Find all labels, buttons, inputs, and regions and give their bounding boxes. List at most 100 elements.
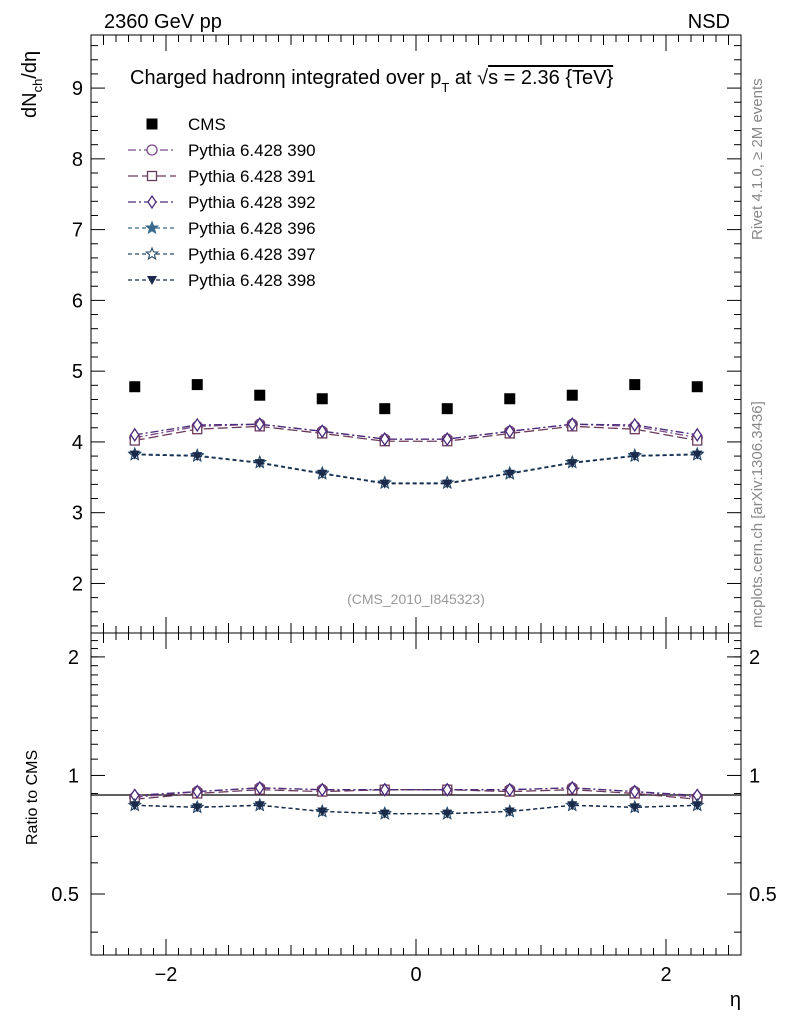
legend-label: Pythia 6.428 390	[188, 141, 316, 160]
ratio-data-point	[379, 809, 390, 819]
ratio-series-line	[134, 787, 698, 797]
legend-label: Pythia 6.428 391	[188, 167, 316, 186]
y-tick-label: 3	[72, 503, 83, 525]
main-data-point	[442, 431, 453, 447]
main-series-line	[134, 454, 698, 485]
ratio-data-point	[442, 809, 453, 819]
main-data-point	[129, 427, 140, 443]
main-series-line	[134, 423, 698, 440]
main-data-point	[192, 452, 203, 462]
ratio-data-point	[254, 801, 265, 811]
main-data-point	[629, 452, 640, 462]
legend-marker	[146, 144, 158, 156]
legend-marker	[146, 170, 158, 182]
mcplots-label: mcplots.cern.ch [arXiv:1306.3436]	[749, 401, 766, 628]
legend-marker	[147, 276, 157, 285]
ratio-data-point	[504, 807, 515, 817]
ratio-tick-label-left: 0.5	[51, 884, 79, 906]
y-tick-label: 5	[72, 361, 83, 383]
ratio-tick-label-right: 0.5	[749, 884, 777, 906]
main-data-point	[379, 431, 390, 447]
ratio-data-point	[254, 780, 265, 796]
ratio-data-point	[192, 803, 203, 813]
main-data-point	[379, 403, 391, 415]
main-data-point	[629, 417, 640, 433]
axis-ticks	[90, 35, 742, 955]
main-data-point	[191, 379, 203, 391]
main-data-point	[504, 469, 515, 479]
legend-marker	[146, 118, 158, 130]
x-tick-label: 0	[410, 964, 421, 986]
ratio-series-line	[134, 789, 698, 800]
main-title: Charged hadronη integrated over pT at √s…	[130, 67, 613, 95]
ratio-data-point	[317, 782, 328, 797]
y-tick-label: 9	[72, 78, 83, 100]
main-data-point	[317, 424, 328, 439]
main-data-point	[129, 381, 141, 393]
header-left: 2360 GeV pp	[104, 11, 222, 33]
y-tick-label: 6	[72, 290, 83, 312]
main-data-point	[192, 417, 203, 433]
y-tick-label: 4	[72, 432, 83, 454]
main-data-point	[629, 379, 641, 391]
ratio-series-group	[127, 780, 705, 820]
y-tick-label: 2	[72, 573, 83, 595]
main-data-point	[254, 417, 265, 432]
legend-marker	[144, 246, 160, 261]
ratio-data-point	[567, 780, 578, 796]
y-tick-label: 7	[72, 220, 83, 242]
legend-label: Pythia 6.428 397	[188, 245, 316, 264]
main-series-group	[127, 379, 705, 490]
main-data-point	[567, 459, 578, 469]
ratio-data-point	[629, 803, 640, 813]
main-data-point	[379, 479, 390, 489]
ratio-data-point	[629, 784, 640, 799]
legend: CMS Pythia 6.428 390 Pythia 6.428 391 Pythi…	[128, 115, 316, 290]
main-data-point	[566, 389, 578, 401]
ratio-data-point	[567, 801, 578, 811]
main-data-point	[504, 393, 516, 405]
analysis-label: (CMS_2010_I845323)	[347, 591, 485, 607]
main-data-point	[254, 459, 265, 469]
main-data-point	[441, 403, 453, 415]
main-data-point	[567, 417, 578, 432]
ratio-data-point	[192, 784, 203, 799]
rivet-label: Rivet 4.1.0, ≥ 2M events	[749, 78, 766, 240]
main-series-line	[134, 423, 698, 440]
y-tick-label: 8	[72, 149, 83, 171]
ratio-data-point	[504, 782, 515, 797]
legend-marker	[144, 220, 160, 235]
main-data-point	[692, 450, 703, 460]
main-data-point	[317, 469, 328, 479]
x-tick-label: 2	[660, 964, 671, 986]
ratio-ylabel: Ratio to CMS	[24, 750, 41, 845]
main-data-point	[692, 427, 703, 443]
legend-label: Pythia 6.428 398	[188, 271, 316, 290]
ratio-data-point	[379, 782, 390, 797]
ratio-tick-label-right: 1	[749, 765, 760, 787]
main-data-point	[691, 381, 703, 393]
ratio-data-point	[129, 801, 140, 811]
main-data-point	[254, 389, 266, 401]
legend-label: Pythia 6.428 396	[188, 219, 316, 238]
main-data-point	[442, 479, 453, 489]
main-data-point	[504, 424, 515, 439]
main-data-point	[129, 450, 140, 460]
x-axis-label: η	[730, 989, 741, 1011]
ratio-data-point	[317, 807, 328, 817]
axis-tick-labels: 2 3 4 5 6 7 8 9 0.5 0.5 1 1 2 2 −2 0 2	[51, 78, 777, 986]
legend-label: Pythia 6.428 392	[188, 193, 316, 212]
ratio-tick-label-left: 2	[68, 647, 79, 669]
ratio-tick-label-right: 2	[749, 647, 760, 669]
ratio-series-line	[134, 804, 698, 815]
x-tick-label: −2	[155, 964, 178, 986]
header-right: NSD	[688, 11, 730, 33]
main-ylabel: dNch/dη	[19, 51, 45, 118]
main-data-point	[316, 393, 328, 405]
legend-marker	[147, 194, 157, 210]
ratio-tick-label-left: 1	[68, 765, 79, 787]
legend-label: CMS	[188, 115, 226, 134]
main-series-line	[134, 425, 698, 442]
